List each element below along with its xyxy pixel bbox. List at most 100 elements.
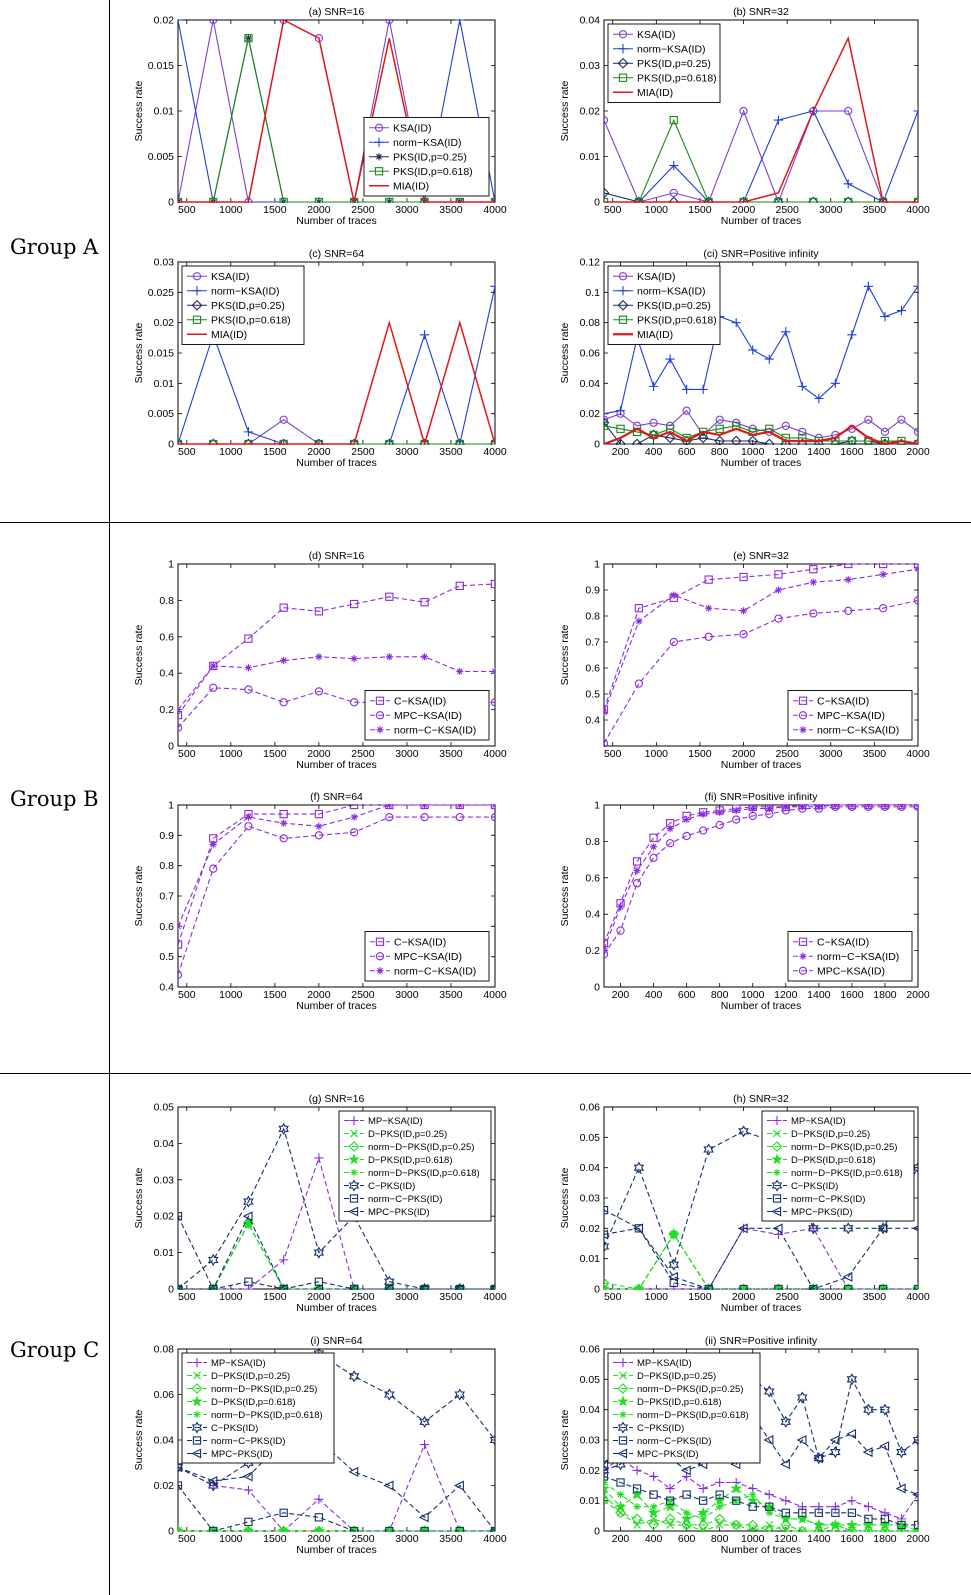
x-tick-label: 1600	[840, 1533, 864, 1545]
legend-marker	[350, 1168, 358, 1177]
chart-panel: (i) SNR=64 500 1000 1500 2000 2500 3000 3500 400…	[133, 1335, 507, 1556]
legend-marker	[798, 966, 808, 975]
data-point	[913, 596, 918, 605]
x-tick-label: 1000	[645, 1291, 669, 1303]
y-tick-label: 1	[168, 559, 174, 571]
y-tick-label: 0.02	[154, 317, 175, 329]
x-tick-label: 1000	[219, 446, 243, 458]
data-point	[807, 1284, 818, 1290]
y-tick-label: 0.4	[585, 909, 600, 921]
legend-marker	[348, 1179, 360, 1192]
legend-box	[787, 931, 913, 982]
x-tick-label: 500	[604, 1291, 622, 1303]
x-tick-label: 1400	[807, 446, 831, 458]
data-point	[209, 1526, 218, 1532]
data-point	[809, 565, 818, 574]
data-point	[809, 578, 817, 586]
data-point	[668, 196, 680, 203]
legend-label: MPC−KSA(ID)	[394, 710, 462, 722]
data-point	[809, 609, 818, 618]
data-point	[714, 1513, 726, 1525]
data-point	[420, 653, 429, 661]
y-tick-label: 0.05	[154, 1102, 175, 1114]
data-point	[243, 427, 254, 437]
legend-label: MIA(ID)	[393, 180, 429, 192]
data-point	[490, 281, 495, 291]
data-point	[842, 1271, 853, 1282]
data-point	[844, 197, 853, 203]
x-tick-label: 1000	[219, 1533, 243, 1545]
x-tick-label: 3500	[439, 204, 463, 216]
legend-label: MPC−PKS(ID)	[211, 1449, 273, 1460]
x-tick-label: 600	[678, 1533, 696, 1545]
series-group	[178, 1348, 495, 1532]
y-tick-label: 0.03	[580, 1193, 601, 1205]
x-tick-label: 2500	[351, 1291, 375, 1303]
chart-panel: (a) SNR=16 500 1000 1500 2000 2500 3000 3500 400…	[133, 6, 507, 227]
data-point	[830, 1502, 840, 1512]
data-point	[913, 427, 918, 437]
legend: MP−KSA(ID) D−PKS(ID,p=0.25) norm−D−PKS(ID,…	[607, 1352, 761, 1464]
legend-marker	[773, 1129, 781, 1138]
legend-marker	[349, 1194, 359, 1203]
x-tick-label: 200	[612, 1533, 630, 1545]
data-point	[456, 804, 464, 809]
data-point	[848, 804, 856, 809]
data-point	[798, 427, 807, 437]
legend-label: PKS(ID,p=0.25)	[211, 300, 285, 312]
chart-panel: (f) SNR=64 500 1000 1500 2000 2500 3000 3500 400…	[133, 791, 507, 1012]
data-point	[699, 1496, 708, 1505]
data-point	[749, 1491, 757, 1499]
series-line	[178, 804, 495, 927]
x-tick-label: 1500	[688, 1291, 712, 1303]
x-tick-label: 1000	[219, 204, 243, 216]
data-point	[178, 19, 183, 25]
data-point	[747, 1519, 759, 1531]
legend-label: PKS(ID,p=0.618)	[637, 72, 717, 84]
data-point	[798, 1508, 807, 1517]
legend-label: MP−KSA(ID)	[211, 1358, 266, 1369]
x-tick-label: 200	[612, 989, 630, 1001]
data-point	[279, 1508, 288, 1517]
data-point	[764, 354, 774, 364]
chart-panel: (ci) SNR=Positive infinity 200 400 600 800 10…	[559, 248, 930, 469]
data-point	[453, 1284, 464, 1290]
legend-label: MPC−KSA(ID)	[394, 951, 462, 963]
x-tick-label: 500	[178, 989, 196, 1001]
x-tick-label: 2500	[351, 204, 375, 216]
data-point	[715, 820, 724, 830]
data-point	[670, 1230, 678, 1238]
data-point	[863, 281, 874, 291]
y-tick-label: 0.04	[580, 378, 601, 390]
data-point	[844, 606, 853, 615]
data-point	[648, 381, 659, 391]
data-point	[815, 804, 823, 811]
data-point	[489, 1528, 495, 1532]
data-point	[604, 739, 609, 747]
data-point	[704, 632, 713, 641]
data-point	[633, 1223, 644, 1234]
y-tick-label: 0.12	[580, 257, 601, 269]
x-tick-label: 1500	[688, 748, 712, 760]
legend-marker	[192, 315, 202, 324]
data-point	[737, 1223, 748, 1234]
data-point	[913, 563, 918, 569]
legend: KSA(ID) norm−KSA(ID) PKS(ID,p=0.25) PKS(ID,…	[363, 117, 490, 197]
x-tick-label: 4000	[906, 204, 930, 216]
x-tick-label: 3500	[439, 1291, 463, 1303]
data-point	[242, 1211, 253, 1222]
x-tick-label: 3000	[819, 748, 843, 760]
legend-label: PKS(ID,p=0.25)	[637, 300, 711, 312]
data-point	[277, 1284, 288, 1290]
data-point	[842, 1222, 854, 1235]
series-line	[604, 563, 918, 710]
y-tick-label: 0.8	[159, 860, 174, 872]
legend-label: MPC−PKS(ID)	[637, 1449, 699, 1460]
x-tick-label: 4000	[483, 989, 507, 1001]
legend-label: PKS(ID,p=0.25)	[637, 58, 711, 70]
data-point	[844, 106, 853, 116]
legend-label: D−PKS(ID,p=0.618)	[637, 1397, 722, 1408]
data-point	[739, 1284, 748, 1290]
y-axis-label: Success rate	[559, 1167, 571, 1228]
